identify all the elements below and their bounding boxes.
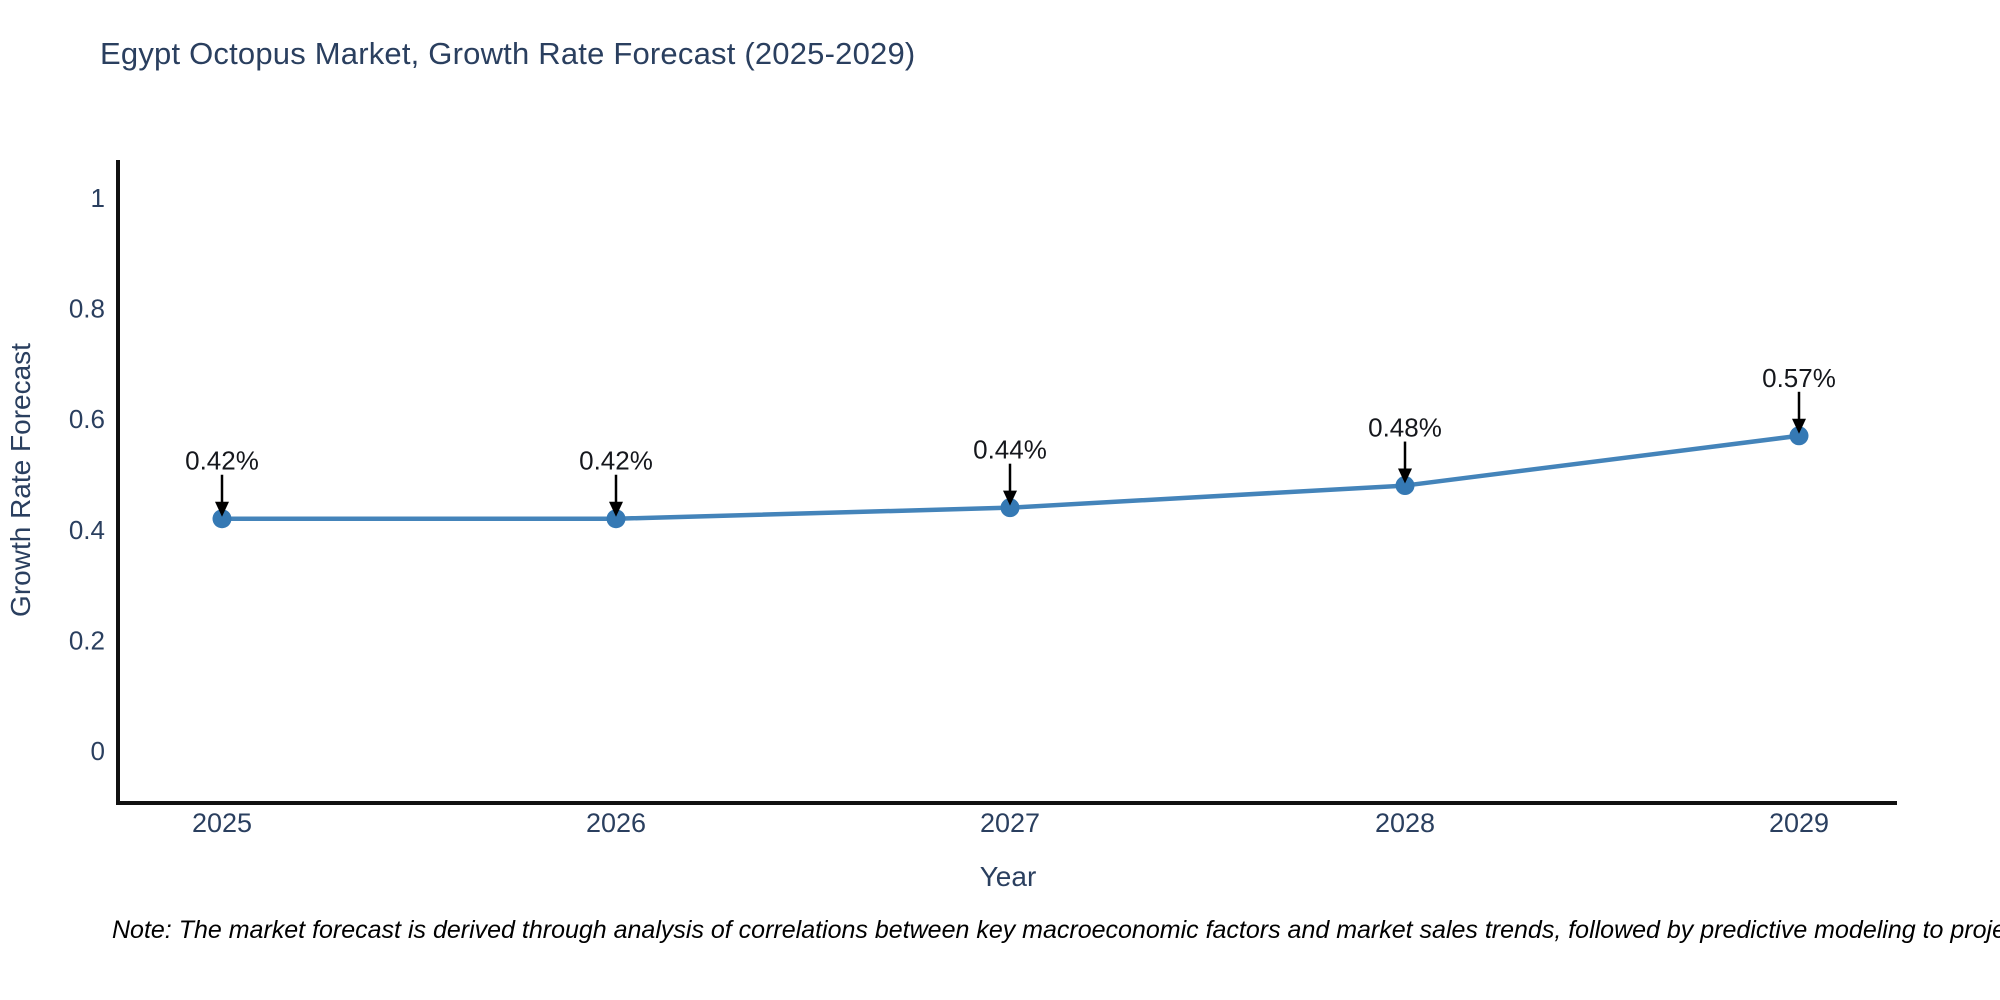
data-point-marker [1789,426,1809,446]
y-tick-label: 0.6 [69,404,105,434]
x-tick-label: 2025 [192,808,252,838]
annotation-arrow-head [1398,468,1412,484]
data-label: 0.44% [973,435,1047,465]
data-point-marker [606,509,626,529]
data-label: 0.57% [1762,363,1836,393]
annotation-arrow-head [1003,490,1017,506]
y-tick-label: 0 [91,736,105,766]
data-point-marker [212,509,232,529]
x-tick-label: 2027 [980,808,1040,838]
data-point-marker [1395,476,1415,496]
y-tick-label: 0.4 [69,515,105,545]
data-point-marker [1000,498,1020,518]
x-tick-label: 2026 [586,808,646,838]
y-tick-label: 1 [91,183,105,213]
x-tick-label: 2028 [1375,808,1435,838]
y-tick-label: 0.8 [69,294,105,324]
y-axis-label: Growth Rate Forecast [5,343,36,617]
annotation-arrow-head [609,501,623,517]
annotation-arrow-head [1792,418,1806,434]
data-label: 0.42% [185,446,259,476]
annotation-arrow-head [215,501,229,517]
footnote: Note: The market forecast is derived thr… [112,916,2000,944]
x-tick-label: 2029 [1769,808,1829,838]
chart-title: Egypt Octopus Market, Growth Rate Foreca… [100,36,916,71]
y-tick-label: 0.2 [69,625,105,655]
x-axis-label: Year [980,861,1037,892]
data-label: 0.42% [579,446,653,476]
data-label: 0.48% [1368,413,1442,443]
